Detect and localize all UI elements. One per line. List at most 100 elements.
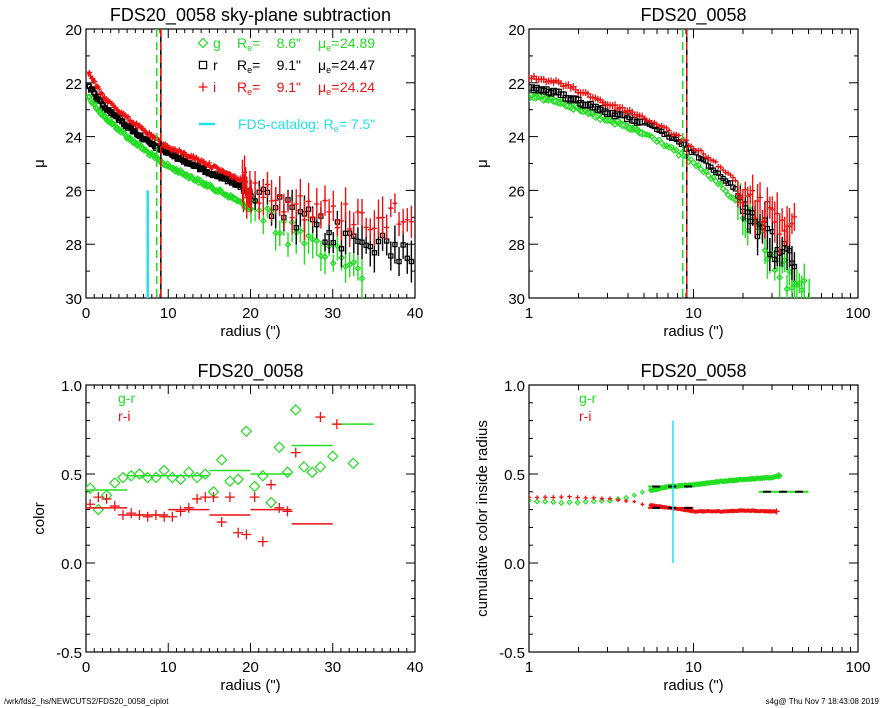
data-point (351, 222, 357, 228)
data-point (334, 224, 340, 231)
plot-frame (85, 384, 416, 653)
data-point (249, 492, 260, 503)
data-point (529, 495, 532, 500)
data-point (93, 492, 104, 503)
data-point (717, 180, 725, 188)
data-point (769, 206, 775, 212)
data-point (786, 223, 793, 230)
data-point (549, 96, 558, 106)
data-point (558, 499, 565, 507)
data-point (108, 477, 121, 489)
y-axis-label: cumulative color inside radius (474, 420, 491, 617)
series-i (529, 72, 798, 255)
data-point (375, 238, 382, 245)
data-point (534, 495, 540, 500)
legend: g-r r-i (118, 390, 135, 424)
data-point (591, 495, 596, 501)
data-point (534, 91, 544, 101)
data-point (338, 218, 345, 224)
data-point (314, 201, 320, 207)
x-axis-label: radius (") (220, 677, 280, 694)
data-point (367, 226, 373, 233)
legend-re-value: 8.6" (277, 35, 301, 51)
data-point (392, 200, 398, 206)
data-point (551, 495, 556, 500)
data-point (776, 273, 784, 281)
data-point (293, 201, 299, 207)
data-point (282, 506, 293, 517)
x-tick-label: 0 (82, 305, 90, 322)
data-point (698, 147, 704, 154)
data-point (720, 167, 726, 173)
data-point (277, 193, 283, 199)
data-point (359, 210, 365, 216)
data-point (371, 225, 377, 231)
data-point (774, 471, 783, 480)
data-point (354, 264, 362, 272)
data-point (99, 91, 105, 97)
data-point (559, 494, 564, 500)
footer-path: /wrk/fds2_hs/NEWCUTS2/FDS20_0058_ciplot (4, 697, 169, 706)
chart-title: FDS20_0058 sky-plane subtraction (110, 5, 391, 26)
legend-mu: μe= (318, 79, 339, 97)
legend-marker-r (198, 60, 208, 70)
data-point (741, 216, 749, 224)
data-point (568, 104, 578, 114)
x-tick-label: 1 (525, 305, 533, 322)
data-point (632, 499, 637, 504)
data-point (252, 180, 258, 186)
data-point (106, 116, 114, 124)
data-point (281, 209, 287, 215)
data-point (700, 151, 707, 157)
chart-color-profile: FDS20_0058 0 10 20 30 40 radius (") -0.5 0.0 0.5 1… (31, 361, 423, 694)
data-point (86, 93, 93, 101)
legend-band-label: g (213, 35, 221, 51)
data-point (676, 132, 682, 139)
data-point (764, 199, 770, 205)
data-point (276, 229, 284, 237)
data-point (408, 258, 415, 265)
data-point (611, 101, 619, 109)
data-point (723, 169, 729, 176)
data-point (257, 536, 268, 547)
series-r-i (529, 494, 780, 515)
data-point (359, 239, 365, 245)
data-point (722, 187, 730, 195)
legend-mu: μe= (318, 57, 339, 75)
data-point (542, 498, 549, 505)
data-point (561, 101, 571, 110)
data-point (91, 89, 97, 95)
legend-re-value: 9.1" (277, 57, 301, 73)
data-point (786, 268, 793, 276)
data-point (358, 275, 366, 282)
data-point (301, 240, 308, 247)
data-point (567, 494, 572, 499)
y-tick-label: 20 (65, 22, 82, 39)
data-point (97, 98, 103, 104)
data-point (798, 286, 806, 294)
data-point (297, 193, 303, 199)
data-point (793, 281, 801, 289)
data-point (314, 461, 327, 473)
data-point (228, 171, 234, 177)
y-tick-label: 30 (508, 291, 525, 308)
data-point (673, 146, 680, 154)
data-point (529, 92, 539, 102)
data-point (248, 480, 261, 493)
x-tick-label: 1 (525, 659, 533, 676)
data-point (783, 285, 791, 293)
data-point (408, 219, 414, 225)
y-tick-label: 24 (65, 130, 82, 147)
x-tick-label: 20 (242, 305, 259, 322)
data-point (326, 450, 339, 463)
legend-mu: μe= (318, 35, 339, 53)
data-point (623, 498, 629, 504)
data-point (224, 475, 236, 487)
x-axis-label: radius (") (663, 677, 723, 694)
data-point (174, 473, 187, 486)
data-point (603, 115, 612, 125)
data-point (367, 243, 373, 250)
y-tick-label: 26 (65, 183, 82, 200)
data-point (404, 255, 410, 261)
data-point (708, 157, 714, 163)
